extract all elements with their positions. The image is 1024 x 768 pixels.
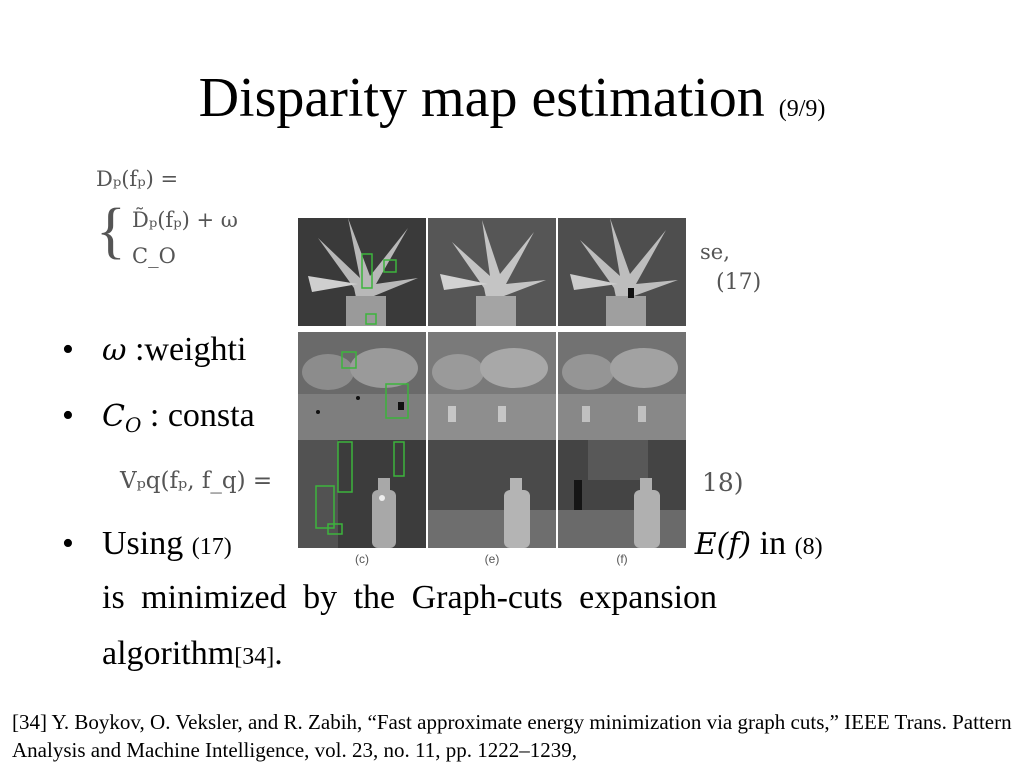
equation-17-number: (17) bbox=[716, 270, 762, 295]
figure-cell-bottle-f bbox=[558, 440, 686, 548]
disparity-figure bbox=[296, 214, 688, 582]
figure-caption-f: (f) bbox=[616, 552, 628, 566]
energy-symbol: E(f) bbox=[694, 527, 752, 562]
bullet-weighting-text: :weighti bbox=[134, 331, 247, 368]
c-subscript: O bbox=[124, 413, 142, 437]
bullet-constant: • CO : consta bbox=[62, 396, 255, 445]
figure-caption-c: (c) bbox=[355, 552, 369, 566]
bullet-constant-text: : consta bbox=[149, 397, 255, 434]
equation-17-case1: D̃ₚ(fₚ) + ω bbox=[132, 208, 238, 232]
figure-cell-bottle-c bbox=[298, 440, 426, 548]
bullet-graph-cuts-line3: algorithm[34]. bbox=[102, 634, 283, 677]
c-symbol: C bbox=[102, 399, 125, 434]
bullet-dot: • bbox=[62, 397, 74, 434]
figure-cell-scene-f bbox=[558, 332, 686, 440]
citation-34: [34] bbox=[234, 644, 275, 670]
slide-title: Disparity map estimation (9/9) bbox=[0, 62, 1024, 145]
figure-cell-scene-c bbox=[298, 332, 426, 440]
figure-cell-plant-c bbox=[298, 218, 426, 326]
figure-cell-plant-f bbox=[558, 218, 686, 326]
title-text: Disparity map estimation bbox=[198, 67, 765, 129]
ref-eq8: (8) bbox=[794, 534, 823, 560]
ref-eq17: (17) bbox=[191, 534, 232, 560]
reference-footnote: [34] Y. Boykov, O. Veksler, and R. Zabih… bbox=[12, 710, 1012, 762]
equation-18-number: 18) bbox=[702, 468, 744, 497]
omega-symbol: ω bbox=[102, 333, 127, 368]
bullet-graph-cuts: • Using (17) gy E(f) in (8) bbox=[62, 524, 823, 567]
figure-cell-bottle-e bbox=[428, 440, 556, 548]
equation-17-tail: se, bbox=[700, 240, 730, 264]
figure-cell-scene-e bbox=[428, 332, 556, 440]
period: . bbox=[274, 635, 283, 672]
bullet-dot: • bbox=[62, 525, 74, 562]
equation-18-lhs: Vₚq(fₚ, f_q) = bbox=[120, 468, 273, 494]
algorithm-text: algorithm bbox=[102, 635, 235, 672]
figure-caption-e: (e) bbox=[484, 552, 500, 566]
equation-brace: { bbox=[96, 197, 126, 265]
equation-17-case2: C_O bbox=[132, 244, 176, 268]
bullet-weighting: • ω :weighti bbox=[62, 330, 247, 371]
page-indicator: (9/9) bbox=[778, 96, 826, 122]
in-text: in bbox=[759, 525, 787, 562]
using-text: Using bbox=[102, 525, 184, 562]
equation-17-lhs: Dₚ(fₚ) = bbox=[96, 167, 179, 191]
figure-cell-plant-e bbox=[428, 218, 556, 326]
bullet-dot: • bbox=[62, 331, 74, 368]
bullet-graph-cuts-line2: is minimized by the Graph-cuts expansion bbox=[102, 579, 718, 616]
